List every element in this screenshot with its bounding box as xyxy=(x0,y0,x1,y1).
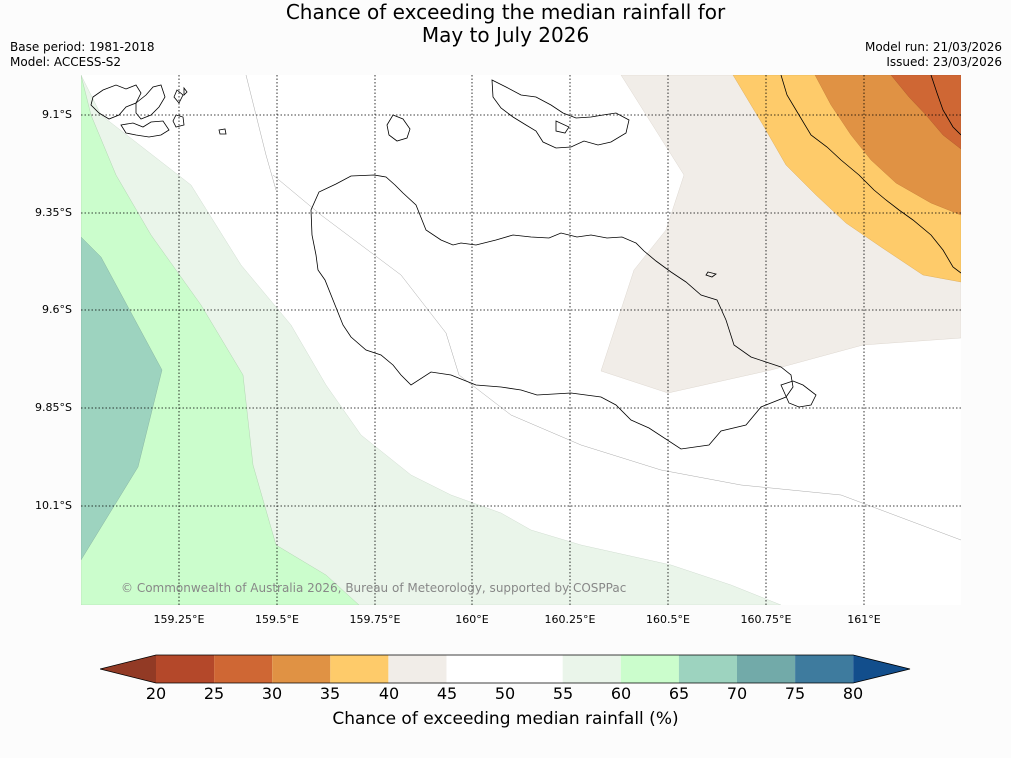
colorbar-tick: 25 xyxy=(203,684,225,703)
zone-55-60 xyxy=(81,75,782,605)
colorbar-segment xyxy=(446,655,505,683)
zone-25-30 xyxy=(890,75,961,150)
ngella-islet xyxy=(555,120,570,134)
colorbar-segment xyxy=(562,655,621,683)
colorbar-segment xyxy=(330,655,389,683)
colorbar-tick: 55 xyxy=(552,684,574,703)
zone-65-70 xyxy=(81,236,163,561)
colorbar-tick: 75 xyxy=(784,684,806,703)
chart-title-line2: May to July 2026 xyxy=(421,23,590,47)
colorbar-segment xyxy=(678,655,737,683)
colorbar-tick: 60 xyxy=(610,684,632,703)
lon-label-159-25: 159.25°E xyxy=(153,613,205,626)
colorbar-over-arrow xyxy=(853,655,910,683)
colorbar-segment xyxy=(388,655,447,683)
coastlines xyxy=(90,75,961,450)
lon-label-160-25: 160.25°E xyxy=(544,613,596,626)
colorbar-tick: 40 xyxy=(378,684,400,703)
lon-label-159-75: 159.75°E xyxy=(349,613,401,626)
colorbar-tick: 30 xyxy=(261,684,283,703)
colorbar-tick: 50 xyxy=(494,684,516,703)
issued-text: Issued: 23/03/2026 xyxy=(886,55,1002,69)
colorbar-segment xyxy=(214,655,273,683)
contour-line-2 xyxy=(245,75,277,191)
nw-islands-3 xyxy=(120,120,170,138)
colorbar-segment xyxy=(620,655,679,683)
colorbar-tick: 65 xyxy=(668,684,690,703)
colorbar-tick: 35 xyxy=(319,684,341,703)
colorbar-tick: 70 xyxy=(726,684,748,703)
contour-line xyxy=(272,174,961,541)
lat-label-9-85: 9.85°S xyxy=(35,401,72,414)
lat-label-9-1: 9.1°S xyxy=(42,108,72,121)
colorbar-tick: 45 xyxy=(436,684,458,703)
nw-islands-2 xyxy=(135,84,166,120)
lon-label-161: 161°E xyxy=(847,613,881,626)
chart-title-line1: Chance of exceeding the median rainfall … xyxy=(285,0,726,24)
malaita-coastline xyxy=(780,75,961,274)
colorbar-outline xyxy=(100,654,911,684)
florida-islands xyxy=(491,79,630,149)
base-period-text: Base period: 1981-2018 xyxy=(10,40,155,54)
model-text: Model: ACCESS-S2 xyxy=(10,55,122,69)
colorbar-segment xyxy=(504,655,563,683)
colorbar-tick: 80 xyxy=(842,684,864,703)
graticule xyxy=(81,75,961,605)
colorbar-label: Chance of exceeding median rainfall (%) xyxy=(332,709,679,729)
colorbar-segment xyxy=(156,655,215,683)
copyright-text: © Commonwealth of Australia 2026, Bureau… xyxy=(121,581,626,595)
colorbar-segment xyxy=(272,655,331,683)
zone-60-65 xyxy=(81,75,360,605)
lon-label-160-75: 160.75°E xyxy=(740,613,792,626)
colorbar-under-arrow xyxy=(100,655,156,683)
lon-label-159-5: 159.5°E xyxy=(255,613,299,626)
model-run-text: Model run: 21/03/2026 xyxy=(864,40,1002,54)
malaita-coastline-2 xyxy=(930,75,961,136)
east-islets xyxy=(780,380,817,408)
colorbar xyxy=(100,654,911,684)
lat-label-9-6: 9.6°S xyxy=(42,303,72,316)
islet-1 xyxy=(705,271,717,278)
rainfall-map: © Commonwealth of Australia 2026, Bureau… xyxy=(81,75,961,605)
colorbar-tick: 20 xyxy=(145,684,167,703)
colorbar-segment xyxy=(795,655,854,683)
lat-label-10-1: 10.1°S xyxy=(35,499,72,512)
russell-island xyxy=(386,114,411,142)
lat-label-9-35: 9.35°S xyxy=(35,206,72,219)
lon-label-160: 160°E xyxy=(455,613,489,626)
lon-label-160-5: 160.5°E xyxy=(646,613,690,626)
colorbar-segment xyxy=(737,655,796,683)
